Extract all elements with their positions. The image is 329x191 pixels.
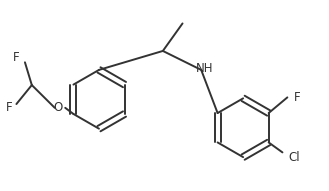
Text: Cl: Cl xyxy=(289,151,300,164)
Text: O: O xyxy=(53,101,63,114)
Text: F: F xyxy=(6,101,12,114)
Text: F: F xyxy=(13,51,20,64)
Text: F: F xyxy=(294,91,300,104)
Text: NH: NH xyxy=(196,62,213,74)
